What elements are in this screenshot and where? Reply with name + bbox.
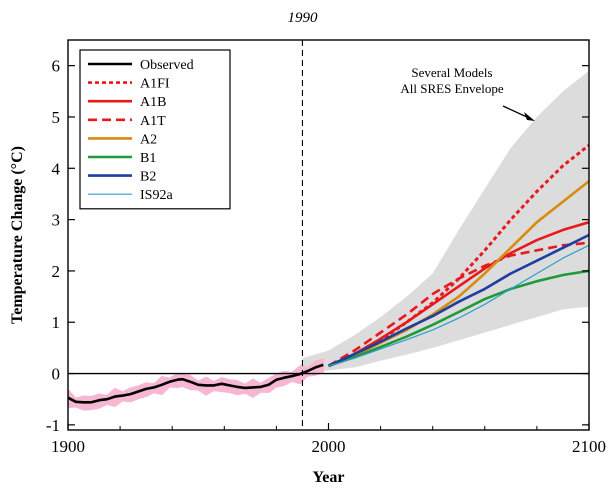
legend: Observed A1FI A1B A1T A2 B1 B2 IS92a: [79, 49, 231, 210]
legend-label-a1t: A1T: [140, 114, 166, 129]
x-tick-label: 1900: [51, 437, 85, 456]
series-line-observed: [67, 363, 324, 404]
reference-year-label: 1990: [287, 10, 318, 26]
legend-label-b1: B1: [140, 151, 156, 166]
legend-box: [79, 49, 231, 210]
envelope-annotation-line-2: All SRES Envelope: [400, 81, 504, 96]
y-tick-label: 3: [52, 211, 61, 230]
sres-envelope-layer: [302, 70, 589, 374]
y-tick-label: 6: [52, 57, 61, 76]
y-tick-label: -1: [46, 416, 60, 435]
series-line-b2: [327, 233, 590, 368]
legend-label-observed: Observed: [140, 58, 194, 73]
series-line-is92a: [328, 244, 590, 367]
legend-label-a1b: A1B: [140, 95, 166, 110]
legend-label-a2: A2: [140, 132, 157, 147]
y-tick-label: 4: [52, 159, 61, 178]
legend-label-b2: B2: [140, 170, 156, 185]
y-axis-label: Temperature Change (°C): [9, 146, 26, 324]
series-line-b1: [328, 269, 590, 368]
x-tick-label: 2000: [312, 437, 346, 456]
envelope-annotation-arrow: [502, 105, 530, 119]
axes-layer: -1 0 1 2 3 4 5 6 1900 2000 2100: [46, 57, 606, 456]
y-tick-label: 1: [52, 313, 61, 332]
series-line-a1t: [327, 241, 590, 368]
y-tick-label: 2: [52, 262, 61, 281]
legend-label-is92a: IS92a: [140, 188, 173, 203]
series-layer: [67, 144, 590, 404]
reference-lines-layer: [68, 40, 589, 430]
x-axis-label: Year: [313, 469, 345, 486]
y-tick-label: 5: [52, 108, 61, 127]
series-line-a1b: [327, 220, 590, 368]
envelope-annotation-line-1: Several Models: [411, 65, 492, 80]
envelope-annotation-arrowhead: [524, 112, 535, 121]
legend-label-a1fi: A1FI: [140, 77, 170, 92]
y-tick-label: 0: [52, 365, 61, 384]
sres-envelope-band: [302, 70, 589, 374]
x-tick-label: 2100: [572, 437, 606, 456]
